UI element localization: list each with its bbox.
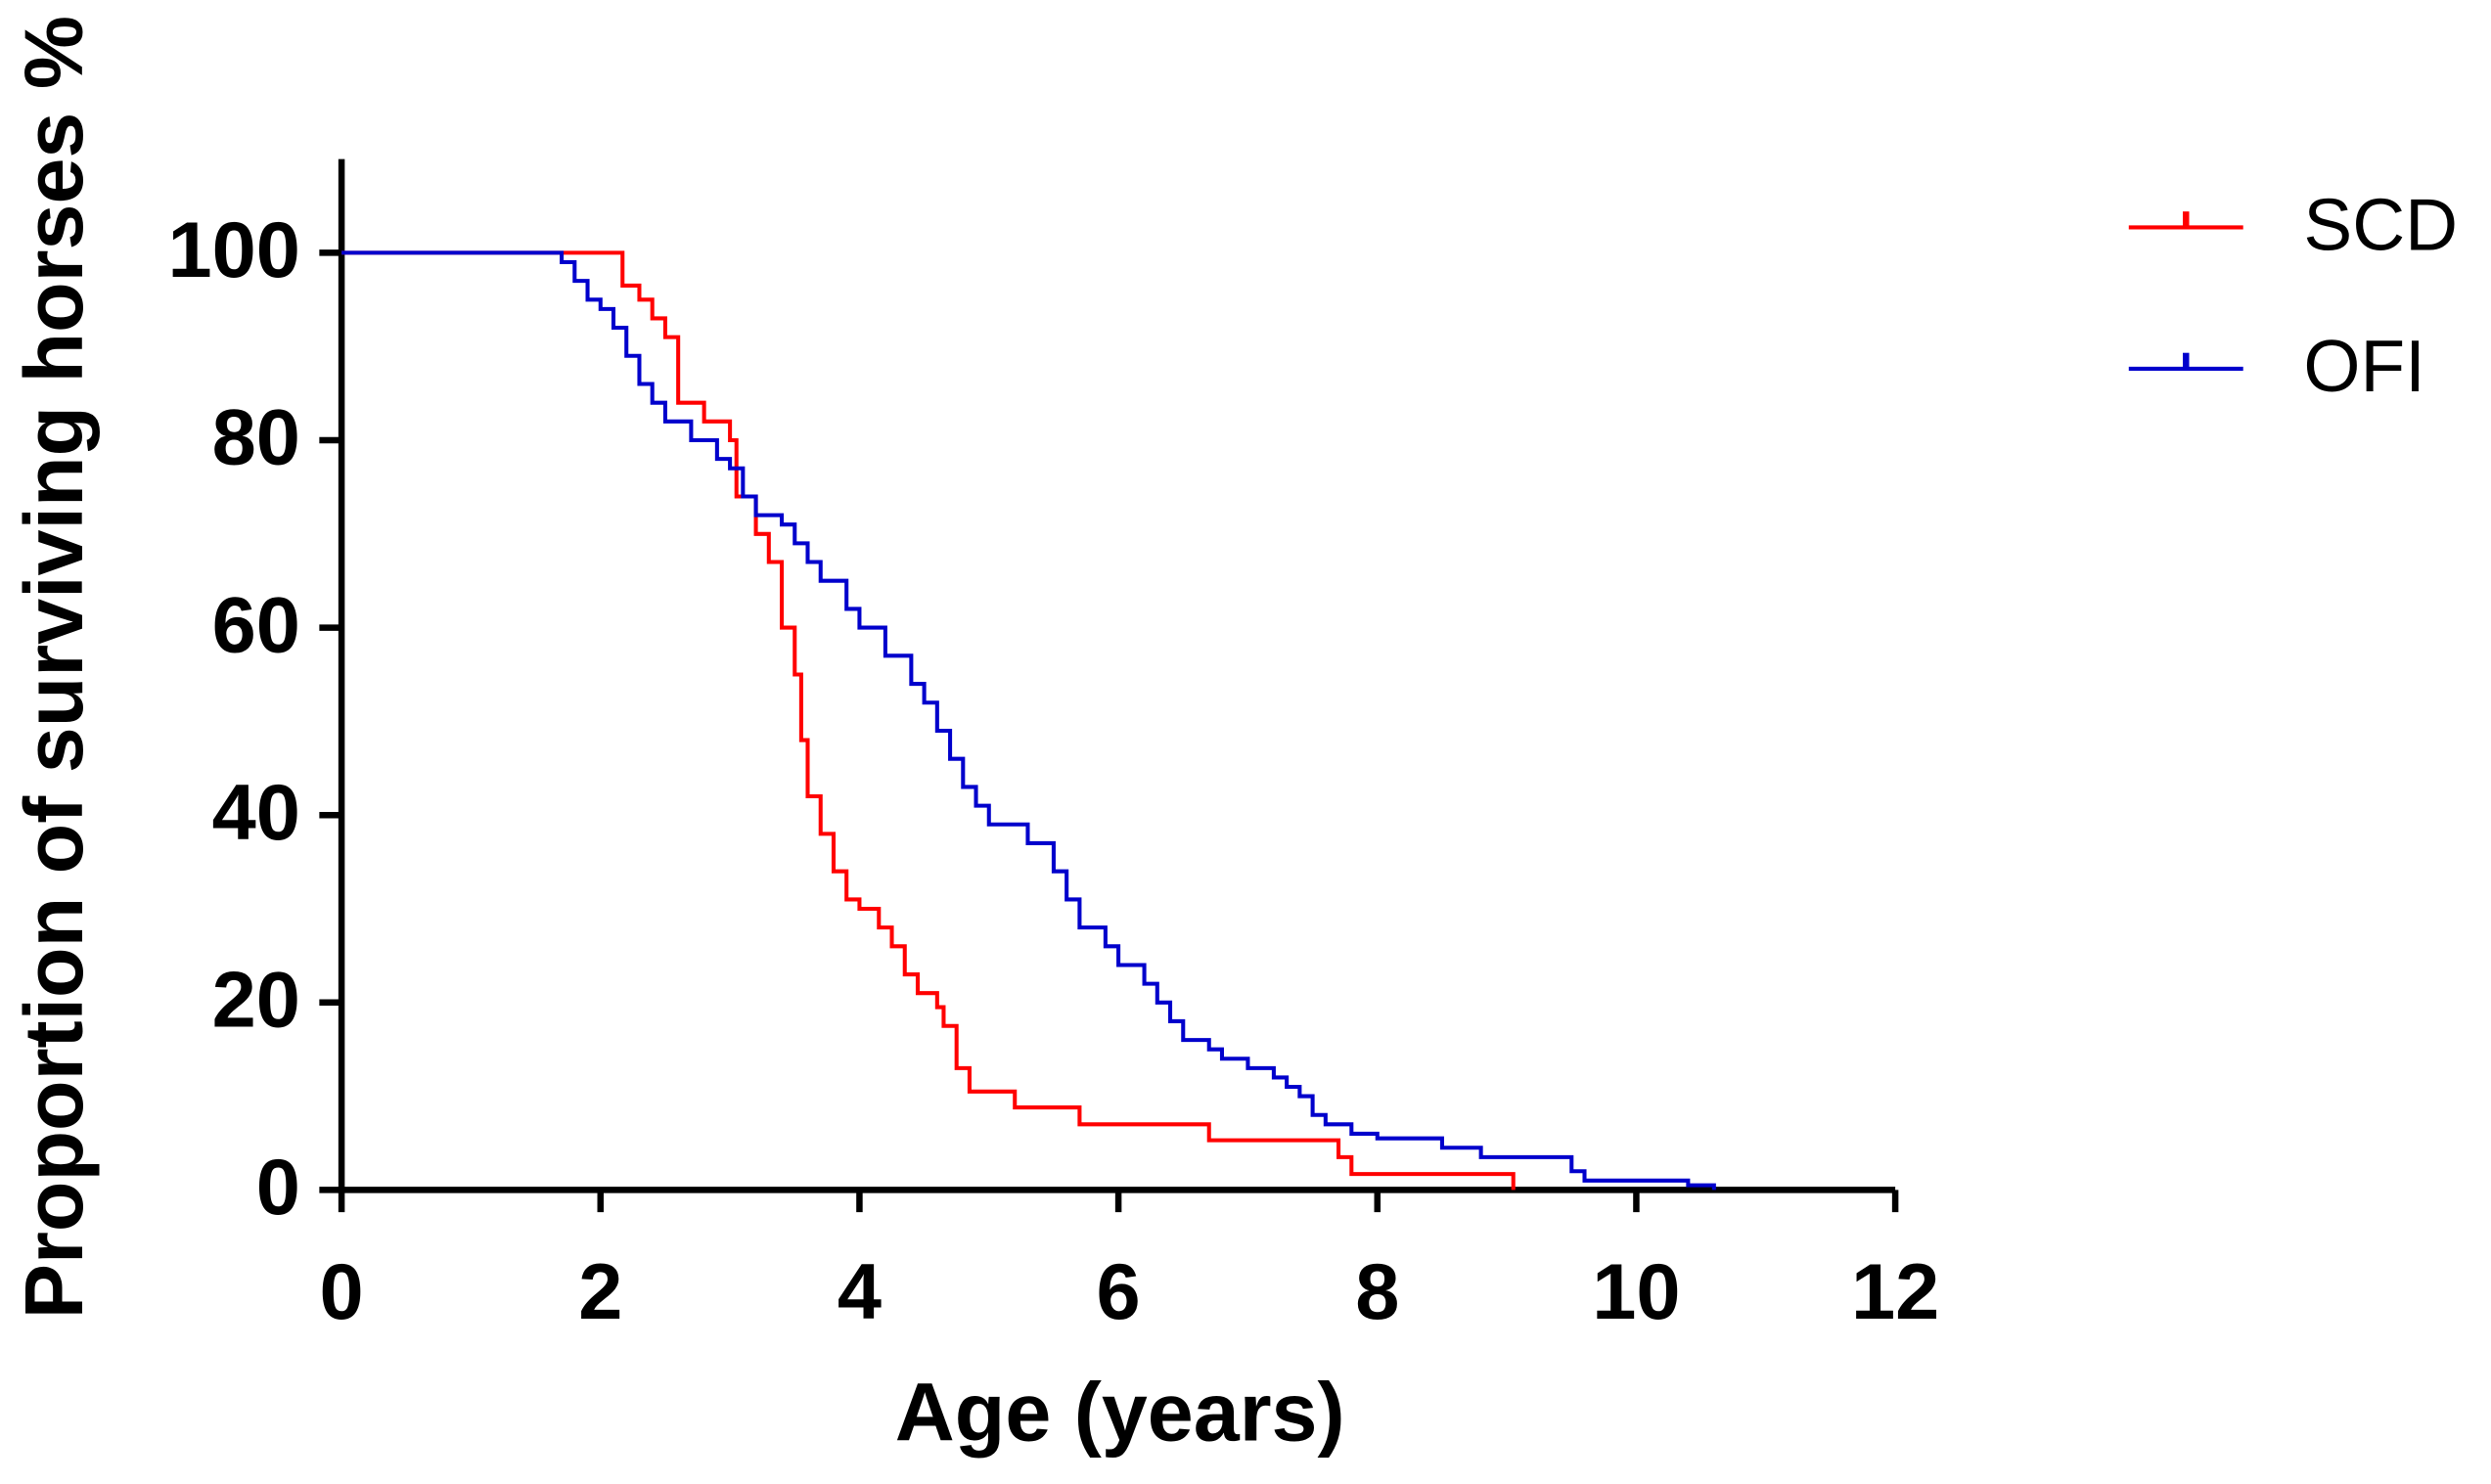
y-tick-label: 80: [212, 394, 300, 482]
survival-line: [341, 250, 1716, 1191]
x-tick-label: 12: [1851, 1248, 1939, 1336]
y-tick-label: 40: [212, 769, 300, 857]
x-tick-label: 8: [1355, 1248, 1399, 1336]
x-tick-label: 4: [838, 1248, 882, 1336]
x-tick-label: 0: [320, 1248, 364, 1336]
x-tick-label: 6: [1097, 1248, 1141, 1336]
x-tick-label: 10: [1592, 1248, 1680, 1336]
legend-label: SCD: [2303, 183, 2458, 265]
legend-label: OFI: [2303, 325, 2424, 407]
y-tick-label: 20: [212, 956, 300, 1044]
y-tick-label: 100: [167, 206, 299, 294]
y-axis-title: Proportion of surviving horses %: [8, 16, 100, 1319]
y-tick-label: 0: [256, 1144, 300, 1232]
survival-line: [341, 250, 1516, 1191]
x-tick-label: 2: [578, 1248, 622, 1336]
x-axis-title: Age (years): [895, 1367, 1345, 1459]
y-tick-label: 60: [212, 581, 300, 669]
